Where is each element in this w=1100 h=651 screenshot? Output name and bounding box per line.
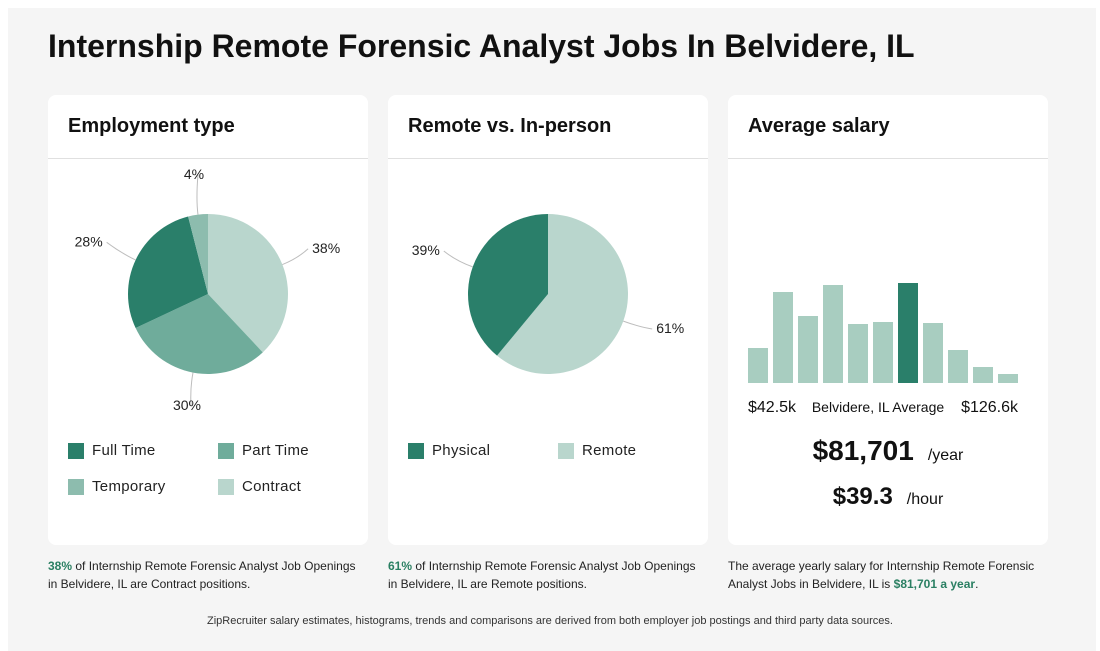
pie-label-part-time: 30% xyxy=(173,397,201,413)
legend-item-part-time: Part Time xyxy=(218,442,309,459)
histogram-bar xyxy=(798,316,818,383)
pie-slice-contract xyxy=(208,214,288,353)
histogram-bar xyxy=(848,324,868,383)
legend-item-full-time: Full Time xyxy=(68,442,156,459)
histogram-bar xyxy=(973,367,993,383)
legend-swatch xyxy=(68,478,84,495)
yearly-salary-unit: /year xyxy=(927,447,964,464)
legend-item-physical: Physical xyxy=(408,442,490,459)
legend-label: Full Time xyxy=(92,442,156,459)
pie-slice-full-time xyxy=(127,216,208,329)
hourly-salary: $39.3 /hour xyxy=(728,483,1048,511)
hourly-salary-unit: /hour xyxy=(906,491,944,508)
remote-vs-inperson-pie: 61% 39% xyxy=(412,214,684,374)
histogram-bar xyxy=(923,323,943,383)
pie-slice-temporary xyxy=(188,214,208,294)
legend-swatch xyxy=(68,442,84,459)
pie-leader-line xyxy=(106,241,136,261)
pie-label-physical: 39% xyxy=(412,242,440,258)
remote-vs-inperson-card: Remote vs. In-person 61% 39% Physical Remo… xyxy=(388,95,708,545)
yearly-salary-value: $81,701 xyxy=(812,435,914,466)
legend-swatch xyxy=(218,478,234,495)
pie-leader-line xyxy=(190,372,194,407)
salary-average-label: Belvidere, IL Average xyxy=(812,399,945,415)
caption-text: The average yearly salary for Internship… xyxy=(728,559,1035,591)
histogram-bar xyxy=(773,292,793,383)
salary-histogram: $42.5k Belvidere, IL Average $126.6k xyxy=(748,283,1019,416)
salary-caption: The average yearly salary for Internship… xyxy=(728,557,1048,593)
legend-swatch xyxy=(558,442,574,459)
pie-slice-part-time xyxy=(135,294,263,374)
legend-label: Contract xyxy=(242,478,302,495)
footer-disclaimer: ZipRecruiter salary estimates, histogram… xyxy=(207,615,893,627)
salary-max-label: $126.6k xyxy=(961,399,1019,416)
legend-label: Physical xyxy=(432,442,491,459)
remote-vs-inperson-title: Remote vs. In-person xyxy=(408,115,612,137)
pie-label-contract: 38% xyxy=(312,240,340,256)
hourly-salary-value: $39.3 xyxy=(832,483,893,510)
pie-leader-line xyxy=(282,248,309,266)
salary-min-label: $42.5k xyxy=(748,399,797,416)
employment-type-title: Employment type xyxy=(68,115,235,137)
caption-highlight: 38% xyxy=(48,559,73,573)
caption-text: . xyxy=(975,577,979,591)
legend-swatch xyxy=(218,442,234,459)
caption-text: of Internship Remote Forensic Analyst Jo… xyxy=(388,559,696,591)
employment-type-card: Employment type 38% 30% 28% 4% Full Time Par… xyxy=(48,95,368,545)
employment-type-caption: 38% of Internship Remote Forensic Analys… xyxy=(48,557,368,593)
average-salary-title: Average salary xyxy=(748,115,890,137)
pie-leader-line xyxy=(443,250,473,268)
page-title: Internship Remote Forensic Analyst Jobs … xyxy=(48,28,915,64)
histogram-bar xyxy=(823,285,843,383)
legend-item-temporary: Temporary xyxy=(68,478,166,495)
pie-leader-line xyxy=(196,174,199,215)
pie-label-full-time: 28% xyxy=(75,233,103,249)
pie-slice-remote xyxy=(497,214,628,374)
legend-item-contract: Contract xyxy=(218,478,301,495)
histogram-bar xyxy=(873,322,893,383)
histogram-bar-average xyxy=(898,283,918,383)
histogram-bar xyxy=(948,350,968,383)
legend-label: Part Time xyxy=(242,442,309,459)
employment-type-pie: 38% 30% 28% 4% xyxy=(75,166,341,413)
pie-label-remote: 61% xyxy=(656,320,684,336)
pie-label-temporary: 4% xyxy=(184,166,204,182)
caption-highlight: 61% xyxy=(388,559,413,573)
pie-leader-line xyxy=(623,320,653,330)
caption-text: of Internship Remote Forensic Analyst Jo… xyxy=(48,559,356,591)
legend-item-remote: Remote xyxy=(558,442,636,459)
card-divider xyxy=(48,158,368,159)
pie-slice-physical xyxy=(468,214,548,356)
legend-label: Temporary xyxy=(92,478,166,495)
yearly-salary: $81,701 /year xyxy=(728,435,1048,467)
legend-label: Remote xyxy=(582,442,637,459)
card-divider xyxy=(388,158,708,159)
average-salary-card: Average salary $42.5k Belvidere, IL Aver… xyxy=(728,95,1048,545)
histogram-bar xyxy=(748,348,768,383)
remote-caption: 61% of Internship Remote Forensic Analys… xyxy=(388,557,708,593)
histogram-bar xyxy=(998,374,1018,383)
card-divider xyxy=(728,158,1048,159)
caption-highlight: $81,701 a year xyxy=(893,577,976,591)
legend-swatch xyxy=(408,442,424,459)
